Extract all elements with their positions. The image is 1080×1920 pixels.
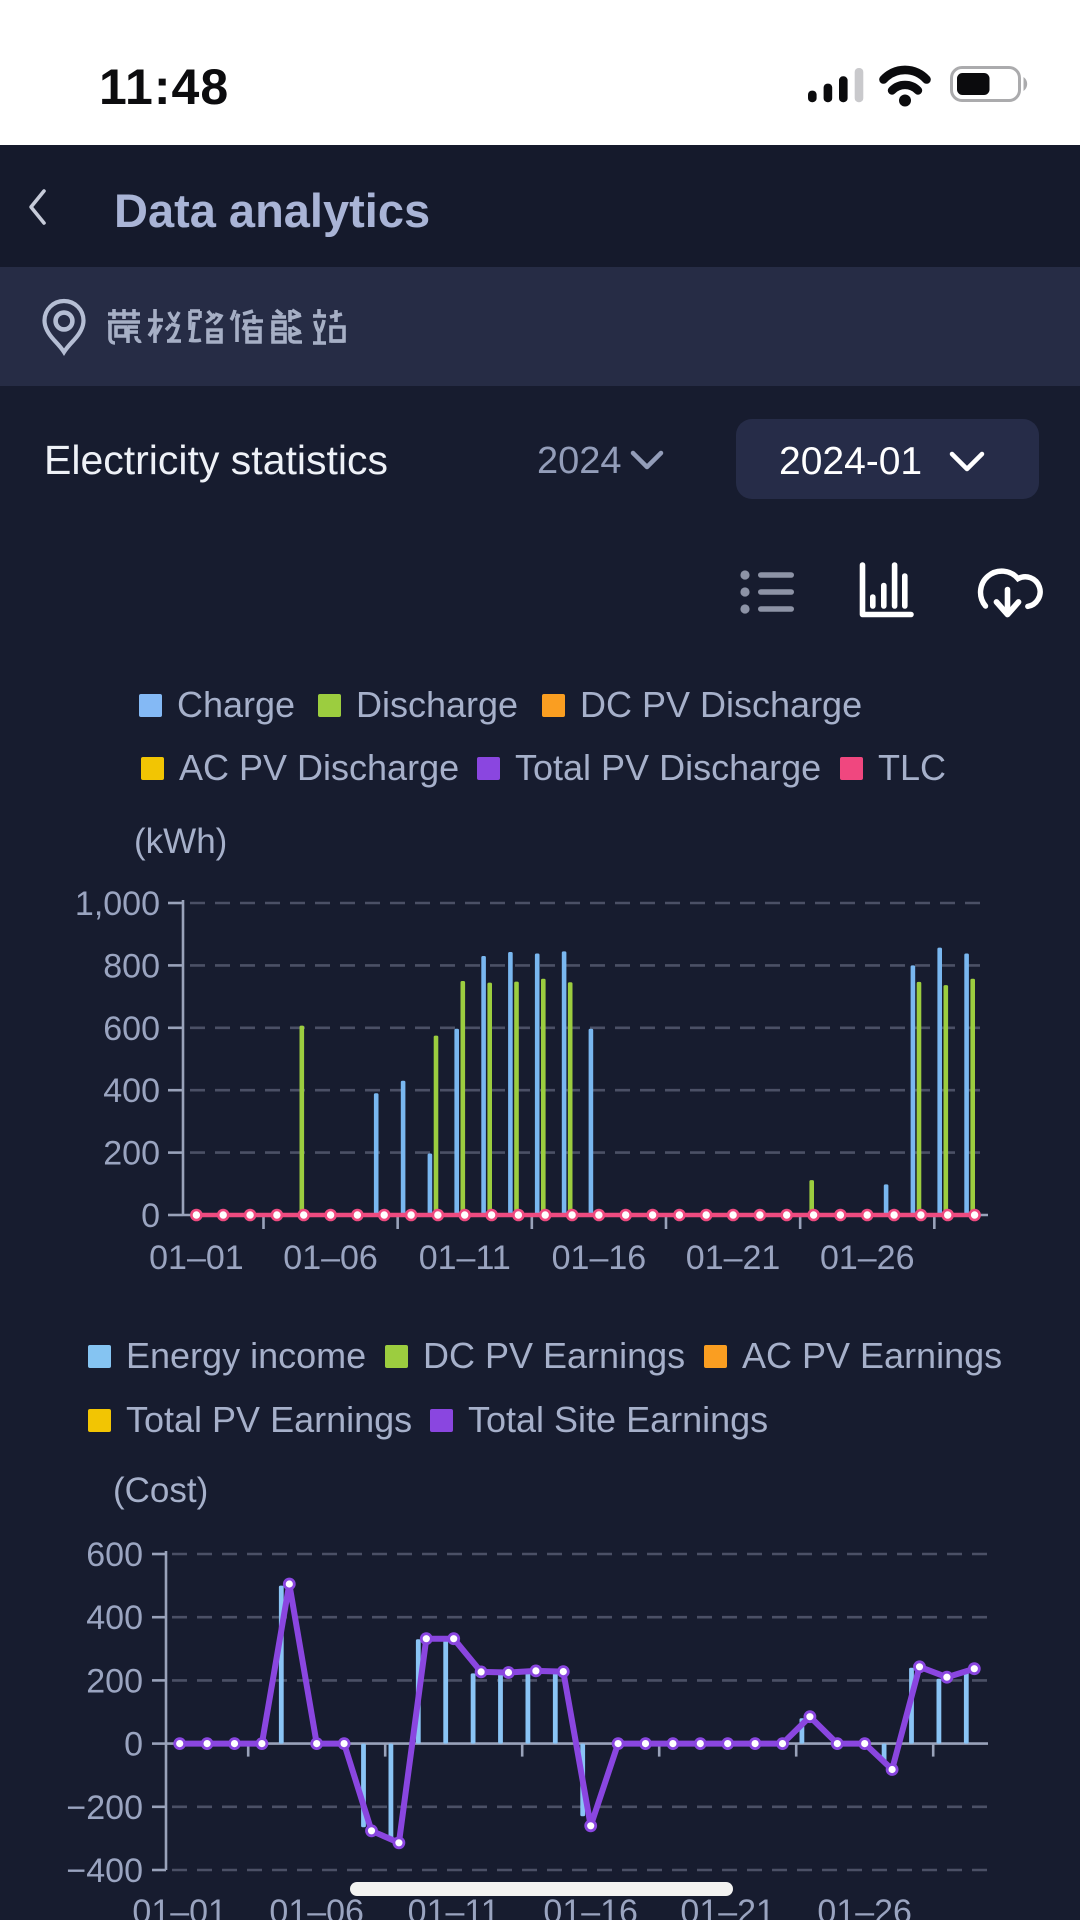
svg-text:01–06: 01–06 [269,1893,364,1920]
svg-text:−200: −200 [66,1789,143,1827]
svg-text:01–16: 01–16 [552,1239,647,1277]
svg-text:01–16: 01–16 [543,1893,638,1920]
svg-text:01–26: 01–26 [820,1239,915,1277]
svg-text:600: 600 [103,1010,160,1048]
svg-text:400: 400 [103,1072,160,1110]
svg-text:0: 0 [124,1726,143,1764]
svg-text:01–11: 01–11 [419,1239,511,1277]
svg-text:1,000: 1,000 [75,885,160,923]
svg-text:200: 200 [86,1662,143,1700]
svg-text:01–21: 01–21 [686,1239,781,1277]
svg-text:01–01: 01–01 [132,1893,227,1920]
svg-text:01–06: 01–06 [283,1239,378,1277]
svg-text:01–11: 01–11 [408,1893,500,1920]
svg-text:400: 400 [86,1599,143,1637]
svg-text:0: 0 [141,1197,160,1235]
svg-text:01–01: 01–01 [149,1239,244,1277]
svg-text:600: 600 [86,1536,143,1574]
svg-text:−400: −400 [66,1852,143,1890]
svg-text:800: 800 [103,947,160,985]
svg-text:01–26: 01–26 [817,1893,912,1920]
svg-text:01–21: 01–21 [680,1893,775,1920]
svg-text:200: 200 [103,1135,160,1173]
